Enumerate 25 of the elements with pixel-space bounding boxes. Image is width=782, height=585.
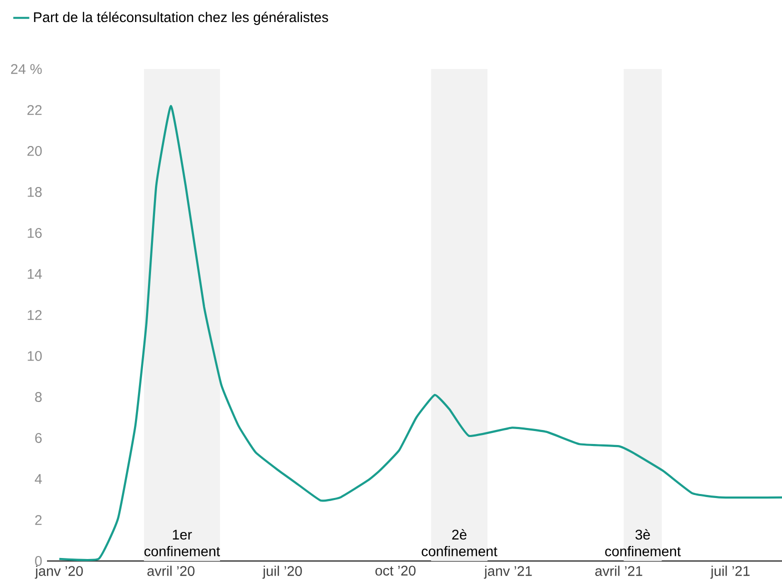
band-label: 3è confinement [605,529,681,556]
y-tick-label: 6 [35,433,42,443]
y-tick-label: 8 [35,392,42,402]
band-label: 2è confinement [422,529,498,556]
y-tick-label: 14 [28,269,42,279]
y-tick-label: 24 % [11,64,42,74]
x-tick-label: janv ’20 [34,566,83,579]
y-tick-label: 20 [27,146,42,156]
x-tick-label: avril ’21 [595,566,642,576]
x-tick-label: avril ’20 [147,566,194,576]
band-label: 1er confinement [144,530,220,556]
y-tick-label: 10 [28,351,42,361]
y-tick-label: 0 [35,556,42,566]
y-tick-label: 4 [34,474,42,484]
y-tick-label: 16 [28,228,42,238]
x-tick-label: juil ’21 [710,566,750,579]
y-tick-label: 18 [28,187,42,197]
y-tick-label: 2 [35,515,42,525]
legend-label: Part de la téléconsultation chez les généralistes [34,12,328,25]
y-tick-label: 22 [27,105,42,115]
x-tick-label: janv ’21 [484,566,532,579]
x-tick-label: juil ’20 [262,566,302,579]
line-series [58,104,782,562]
x-tick-label: oct ’20 [375,566,416,576]
y-tick-label: 12 [28,310,42,320]
